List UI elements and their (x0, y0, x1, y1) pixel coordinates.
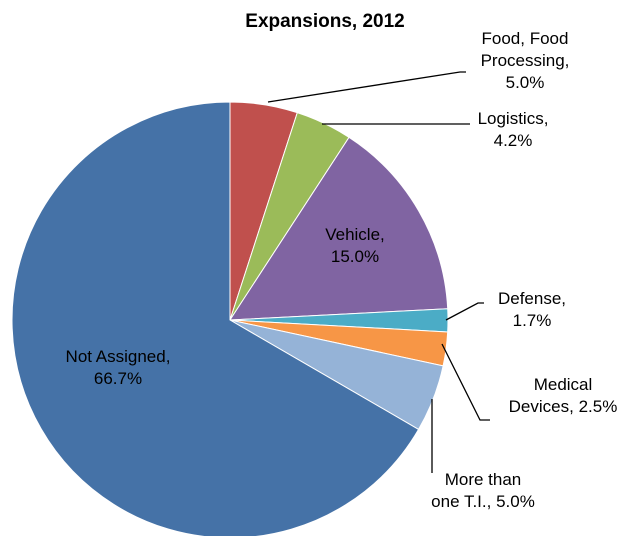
slice-label-line: 15.0% (331, 247, 379, 266)
leader-line (445, 302, 484, 321)
slice-label-line: Vehicle, (325, 225, 385, 244)
slice-label: Vehicle, 15.0% (325, 225, 385, 266)
slice-label-line: Medical (534, 375, 593, 394)
slice-label: Medical Devices, 2.5% (509, 375, 618, 416)
slice-label: Not Assigned, 66.7% (66, 347, 171, 388)
slice-label-line: Logistics, (478, 109, 549, 128)
slice-label-line: Not Assigned, (66, 347, 171, 366)
slice-label-line: Food, Food (482, 29, 569, 48)
slice-label-line: one T.I., 5.0% (431, 492, 535, 511)
slice-label-line: Devices, 2.5% (509, 397, 618, 416)
leader-line (441, 343, 490, 421)
slice-label-line: 1.7% (513, 311, 552, 330)
chart-title: Expansions, 2012 (245, 11, 404, 32)
slice-labels: Food, Food Processing, 5.0% Logistics, 4.2% V… (66, 29, 618, 511)
leader-line (267, 71, 466, 103)
slice-label: Logistics, 4.2% (478, 109, 549, 150)
slice-label: Food, Food Processing, 5.0% (481, 29, 570, 92)
pie-slices (11, 101, 449, 536)
slice-label-line: 5.0% (506, 73, 545, 92)
slice-label: More than one T.I., 5.0% (431, 470, 535, 511)
slice-label-line: 66.7% (94, 369, 142, 388)
pie-slice (11, 101, 420, 536)
slice-label-line: Processing, (481, 51, 570, 70)
slice-label-line: Defense, (498, 289, 566, 308)
slice-label-line: More than (445, 470, 522, 489)
slice-label: Defense, 1.7% (498, 289, 566, 330)
slice-label-line: 4.2% (494, 131, 533, 150)
pie-slice (229, 136, 449, 321)
leader-lines (267, 71, 490, 473)
